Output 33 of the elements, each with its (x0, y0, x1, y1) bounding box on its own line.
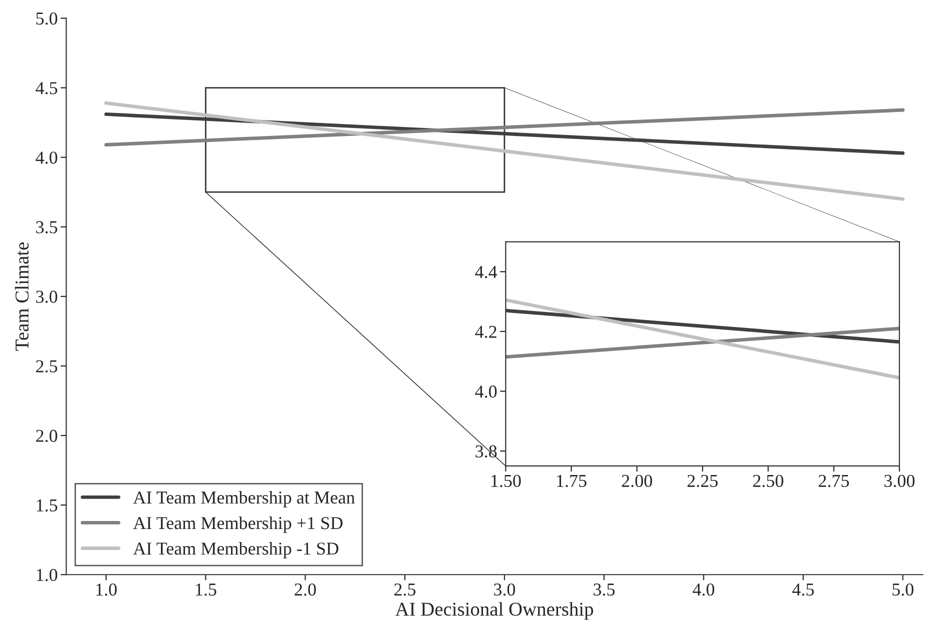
x-tick-label: 2.25 (688, 474, 718, 488)
y-tick-label: 3.0 (36, 290, 58, 303)
x-tick-label: 4.5 (792, 584, 814, 596)
x-tick-label: 3.0 (494, 583, 516, 596)
x-tick-label: 1.0 (96, 583, 117, 596)
y-tick-label: 4.2 (475, 326, 496, 338)
legend-label: AI Team Membership at Mean (133, 490, 355, 508)
x-tick-label: 2.0 (294, 583, 316, 596)
y-tick-label: 3.5 (36, 221, 58, 234)
legend-label: AI Team Membership -1 SD (133, 542, 338, 558)
y-tick-label: 2.0 (36, 430, 58, 442)
y-tick-label: 4.0 (475, 386, 497, 398)
y-tick-label: 4.0 (36, 152, 58, 164)
x-tick-label: 1.75 (557, 474, 586, 488)
y-tick-label: 1.0 (36, 568, 58, 582)
x-axis-title: AI Decisional Ownership (395, 602, 594, 620)
x-tick-label: 2.5 (394, 584, 416, 596)
y-tick-label: 5.0 (36, 12, 58, 25)
x-tick-label: 1.50 (491, 474, 521, 488)
x-tick-label: 1.5 (196, 584, 216, 596)
x-tick-label: 5.0 (892, 583, 914, 596)
y-tick-label: 4.4 (475, 266, 498, 278)
x-tick-label: 3.00 (884, 474, 915, 488)
x-tick-label: 2.50 (753, 474, 784, 488)
y-tick-label: 4.5 (36, 82, 58, 94)
x-tick-label: 2.75 (818, 474, 849, 488)
x-tick-label: 4.0 (692, 583, 714, 596)
y-tick-label: 1.5 (36, 499, 58, 512)
y-axis-title: Team Climate (14, 242, 29, 351)
x-tick-label: 2.00 (622, 474, 652, 488)
y-tick-label: 2.5 (36, 360, 58, 372)
legend-label: AI Team Membership +1 SD (133, 516, 343, 533)
x-tick-label: 3.5 (594, 584, 615, 596)
